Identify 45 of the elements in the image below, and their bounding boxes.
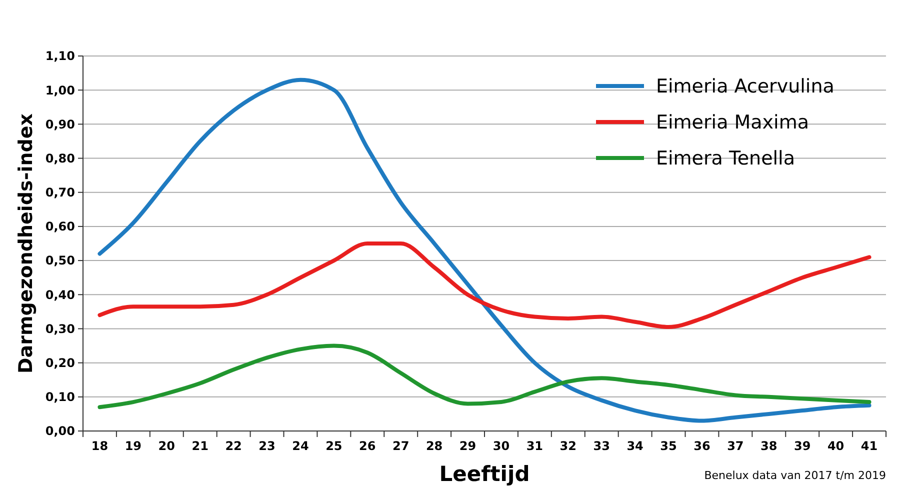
x-tick-label: 28 <box>426 439 443 453</box>
x-tick-label: 41 <box>860 439 878 453</box>
y-tick-label: 1,10 <box>45 49 75 64</box>
y-tick-label: 0,10 <box>45 390 75 404</box>
x-tick-label: 21 <box>192 439 208 453</box>
y-tick-label: 0,40 <box>45 288 75 302</box>
y-axis-title: Darmgezondheids-index <box>15 114 37 374</box>
y-tick-label: 0,80 <box>45 151 75 166</box>
x-tick-label: 18 <box>91 439 108 453</box>
x-tick-label: 36 <box>694 439 710 453</box>
x-tick-label: 35 <box>660 439 677 453</box>
x-tick-label: 25 <box>326 439 342 453</box>
x-tick-label: 19 <box>124 439 142 453</box>
x-tick-label: 22 <box>225 439 242 453</box>
x-tick-label: 40 <box>827 439 844 453</box>
y-tick-label: 0,30 <box>45 322 75 336</box>
y-tick-label: 0,90 <box>45 117 75 132</box>
y-tick-label: 0,60 <box>45 220 75 234</box>
line-series <box>98 242 872 330</box>
line-series <box>98 78 872 423</box>
y-tick-label: 0,20 <box>45 356 75 370</box>
x-tick-label: 38 <box>760 439 778 453</box>
line-series <box>98 344 872 410</box>
x-tick-label: 33 <box>593 439 610 453</box>
legend-label: Eimera Tenella <box>656 148 795 170</box>
x-tick-label: 39 <box>794 439 811 453</box>
x-tick-label: 24 <box>292 439 309 453</box>
y-tick-label: 1,00 <box>45 83 75 98</box>
x-tick-label: 23 <box>258 439 276 453</box>
x-tick-label: 31 <box>526 439 544 453</box>
x-tick-label: 32 <box>560 439 576 453</box>
y-tick-label: 0,50 <box>45 254 75 268</box>
legend-label: Eimeria Maxima <box>656 112 809 134</box>
x-tick-label: 34 <box>626 439 644 453</box>
legend-label: Eimeria Acervulina <box>656 76 834 98</box>
x-tick-label: 37 <box>727 439 744 453</box>
x-tick-label: 29 <box>459 439 476 453</box>
x-tick-label: 26 <box>359 439 376 453</box>
y-tick-label: 0,00 <box>45 424 75 438</box>
x-tick-label: 27 <box>392 439 410 453</box>
x-axis-title: Leeftijd <box>439 462 530 486</box>
text: Benelux data van 2017 t/m 2019 <box>704 469 886 482</box>
x-tick-label: 30 <box>492 439 510 453</box>
y-tick-label: 0,70 <box>45 186 75 200</box>
x-tick-label: 20 <box>158 439 175 453</box>
